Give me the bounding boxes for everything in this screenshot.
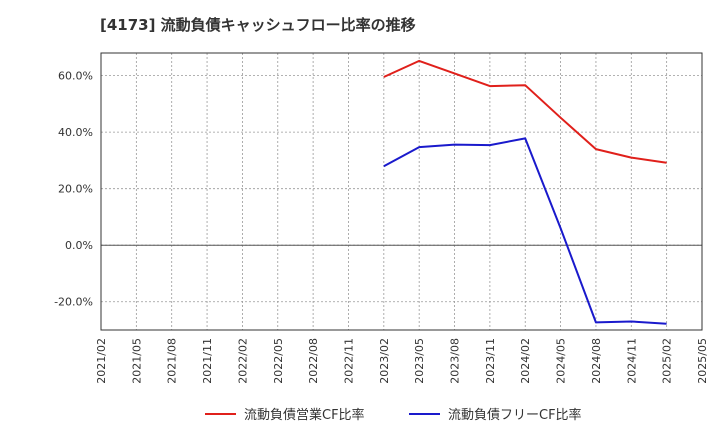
- x-tick-label: 2021/08: [166, 338, 179, 384]
- y-tick-label: 20.0%: [58, 183, 93, 196]
- x-tick-label: 2021/02: [95, 338, 108, 384]
- x-tick-label: 2025/02: [661, 338, 674, 384]
- x-tick-label: 2025/05: [696, 338, 709, 384]
- grid-layer: [100, 53, 703, 330]
- x-tick-label: 2021/11: [201, 338, 214, 384]
- x-tick-label: 2024/08: [590, 338, 603, 384]
- x-tick-label: 2022/02: [236, 338, 249, 384]
- x-tick-label: 2022/11: [342, 338, 355, 384]
- x-tick-label: 2023/11: [484, 338, 497, 384]
- series-line-1: [383, 59, 667, 164]
- x-tick-label: 2024/02: [519, 338, 532, 384]
- y-tick-label: 0.0%: [65, 239, 93, 252]
- plot-area: [101, 53, 702, 330]
- x-tick-label: 2024/05: [555, 338, 568, 384]
- axis-layer: -20.0% 0.0% 20.0% 40.0% 60.0% 2021/02 2021/05 2…: [54, 52, 709, 384]
- x-tick-label: 2023/05: [413, 338, 426, 384]
- series-layer: [383, 59, 667, 325]
- x-tick-label: 2024/11: [625, 338, 638, 384]
- x-tick-label: 2022/05: [272, 338, 285, 384]
- x-tick-label: 2021/05: [130, 338, 143, 384]
- chart-title: [4173] 流動負債キャッシュフロー比率の推移: [100, 16, 416, 34]
- y-tick-label: 40.0%: [58, 126, 93, 139]
- legend-label-1: 流動負債営業CF比率: [244, 407, 365, 423]
- y-tick-label: 60.0%: [58, 70, 93, 83]
- x-tick-label: 2023/02: [378, 338, 391, 384]
- x-tick-label: 2023/08: [449, 338, 462, 384]
- legend-label-2: 流動負債フリーCF比率: [448, 407, 582, 423]
- x-tick-label: 2022/08: [307, 338, 320, 384]
- y-tick-label: -20.0%: [54, 296, 93, 309]
- plot-border: [100, 52, 703, 331]
- legend: 流動負債営業CF比率 流動負債フリーCF比率: [205, 407, 582, 423]
- series-line-2: [383, 137, 667, 325]
